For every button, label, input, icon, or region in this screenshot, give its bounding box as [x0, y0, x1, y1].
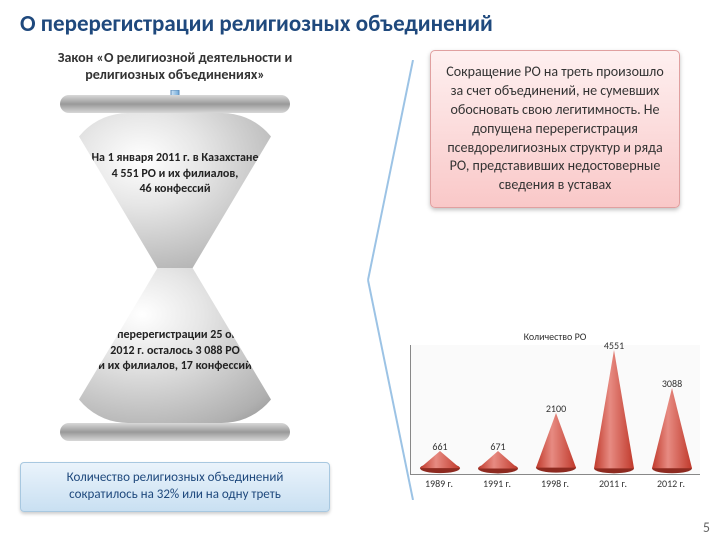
right-info-box: Сокращение РО на треть произошло за счет…: [430, 50, 680, 208]
chart-cone: [476, 451, 520, 474]
chart-x-axis: 1989 г. 1991 г. 1998 г. 2011 г. 2012 г.: [410, 475, 700, 491]
hourglass-graphic: На 1 января 2011 г. в Казахстане4 551 РО…: [50, 95, 300, 445]
chart-x-label: 2012 г.: [657, 477, 685, 490]
chart-cone: [418, 451, 462, 474]
hourglass-bottom-text: После перерегистрации 25 октября2012 г. …: [65, 328, 285, 375]
law-text: Закон «О религиозной деятельности и рели…: [20, 50, 330, 84]
chart-value-label: 4551: [604, 339, 624, 352]
chart-value-label: 661: [432, 440, 447, 453]
chart-cone: [650, 388, 694, 474]
chart-x-label: 1998 г.: [541, 477, 569, 490]
chart-cone: [592, 350, 636, 474]
page-title: О перерегистрации религиозных объединени…: [20, 10, 493, 38]
chart-x-label: 1991 г.: [483, 477, 511, 490]
chart-area: 661671210045513088: [410, 345, 700, 475]
chart-title: Количество РО: [410, 330, 700, 343]
hourglass-top-text: На 1 января 2011 г. в Казахстане4 551 РО…: [65, 151, 285, 198]
chart-value-label: 3088: [662, 377, 682, 390]
chart-value-label: 671: [490, 440, 505, 453]
chart-container: Количество РО 661 671 2100 4551 3088 1989 г.…: [410, 330, 700, 510]
chart-cone: [534, 413, 578, 474]
chart-x-label: 1989 г.: [425, 477, 453, 490]
diverging-lines-icon: [358, 60, 418, 500]
page-number: 5: [703, 519, 710, 536]
chart-value-label: 2100: [546, 402, 566, 415]
chart-x-label: 2011 г.: [599, 477, 627, 490]
summary-box: Количество религиозных объединений сокра…: [20, 462, 330, 512]
